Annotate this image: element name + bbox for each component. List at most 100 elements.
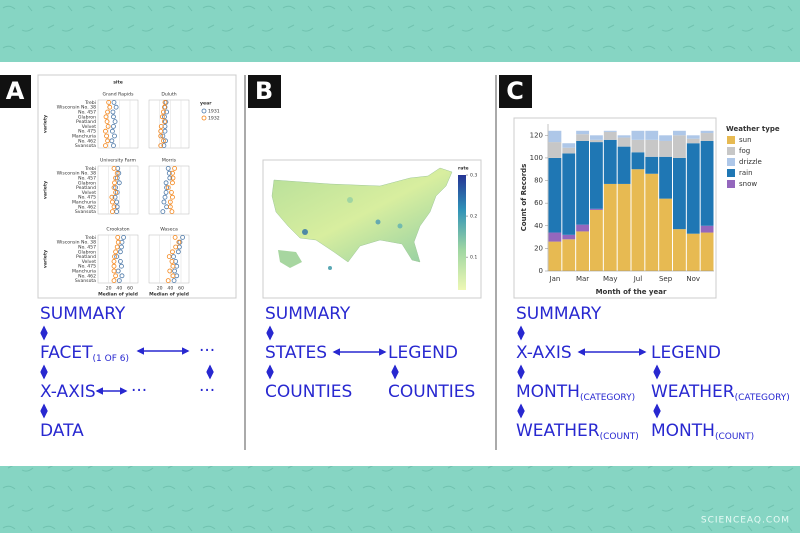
y-tick-label: Glabron	[78, 249, 96, 255]
map-detail	[302, 229, 308, 235]
bar-segment	[603, 130, 617, 132]
y-tick-label: Glabron	[78, 114, 96, 120]
y-tick-label: Manchuria	[72, 269, 96, 275]
dot	[162, 119, 167, 124]
dot	[162, 104, 167, 110]
x-tick-label: Jan	[549, 275, 561, 283]
dot	[113, 273, 118, 279]
bar-segment	[645, 139, 659, 157]
legend-symbol	[201, 108, 207, 114]
legend-tick-label: 0.3	[470, 173, 477, 179]
bar-segment	[686, 138, 700, 144]
legend-swatch	[727, 169, 735, 177]
weather-node-main: WEATHER	[651, 382, 735, 402]
bar-segment	[548, 232, 562, 242]
bar-segment	[617, 137, 631, 147]
top-band	[0, 0, 800, 62]
dot	[162, 194, 168, 200]
dot	[173, 244, 179, 250]
dot	[158, 128, 164, 134]
y-tick-label: 20	[534, 244, 543, 252]
counties-node: COUNTIES	[265, 382, 352, 402]
bar-segment	[686, 143, 700, 234]
facet-plot	[97, 234, 139, 284]
y-tick-label: Manchuria	[72, 200, 96, 206]
hawaii	[328, 266, 332, 270]
dot	[167, 268, 173, 274]
ellipsis: ···	[199, 341, 215, 361]
dot	[116, 180, 122, 186]
y-tick-label: No. 475	[78, 195, 96, 201]
y-tick-label: Trebi	[84, 166, 96, 172]
facet-title: Duluth	[161, 92, 176, 98]
dot	[169, 209, 175, 215]
bar-segment	[576, 231, 589, 271]
bar-segment	[576, 224, 589, 232]
y-tick-label: No. 462	[78, 138, 96, 144]
y-tick-label: No. 475	[78, 264, 96, 270]
y-tick-label: 120	[530, 131, 543, 139]
legend-symbol	[201, 115, 207, 121]
dot	[112, 180, 117, 186]
badge: B	[255, 77, 273, 105]
bar-segment	[562, 147, 576, 154]
y-tick-label: Peatland	[76, 119, 96, 125]
dot	[119, 263, 124, 269]
bar-segment	[617, 135, 631, 138]
x-tick-label: 60	[127, 286, 133, 292]
dot	[113, 189, 118, 195]
x-axis-title: Median of yield	[98, 292, 138, 298]
dot	[158, 133, 164, 139]
bar-segment	[617, 146, 631, 184]
bar-segment	[645, 173, 659, 271]
map-detail	[347, 197, 353, 203]
dot	[170, 175, 176, 181]
dot	[113, 175, 118, 181]
y-axis-title: variety	[43, 115, 49, 133]
x-tick-label: 40	[116, 286, 122, 292]
dot	[111, 268, 117, 274]
facet-title: Waseca	[160, 227, 178, 233]
bar-segment	[603, 139, 617, 184]
dot	[110, 199, 115, 205]
y-tick-label: Manchuria	[72, 134, 96, 140]
month-node-sub: (CATEGORY)	[580, 393, 635, 403]
alaska	[278, 250, 302, 268]
bottom-band	[0, 466, 800, 533]
dot	[113, 185, 118, 191]
weather-node: WEATHER(COUNT)	[516, 421, 639, 442]
bar-segment	[686, 233, 700, 271]
bar-segment	[617, 183, 631, 271]
dot	[114, 170, 120, 176]
y-axis-title: variety	[43, 250, 49, 268]
dot	[121, 234, 126, 240]
dot	[166, 254, 172, 260]
bar-segment	[673, 130, 686, 136]
bar-segment	[659, 198, 672, 271]
facet-title: Grand Rapids	[103, 92, 135, 98]
dot	[164, 109, 170, 115]
dot	[111, 100, 117, 105]
bar-segment	[562, 153, 576, 235]
legend-label: snow	[739, 180, 757, 188]
dot	[170, 273, 176, 279]
states-node: STATES	[265, 343, 327, 363]
bar-segment	[631, 169, 645, 271]
dot	[116, 278, 122, 284]
badge-box	[248, 75, 281, 108]
y-tick-label: Svansota	[75, 278, 96, 284]
dot	[114, 244, 120, 250]
dot	[111, 204, 117, 210]
facet-plot	[97, 99, 139, 149]
badge-box	[0, 75, 31, 108]
dot	[104, 119, 110, 124]
legend-label: drizzle	[739, 158, 762, 166]
dot	[119, 273, 125, 279]
month-node-main: MONTH	[651, 421, 715, 441]
legend-title: year	[200, 101, 212, 107]
dot	[113, 249, 118, 255]
bar-segment	[673, 229, 686, 271]
dot	[164, 185, 170, 191]
x-tick-label: 20	[106, 286, 112, 292]
